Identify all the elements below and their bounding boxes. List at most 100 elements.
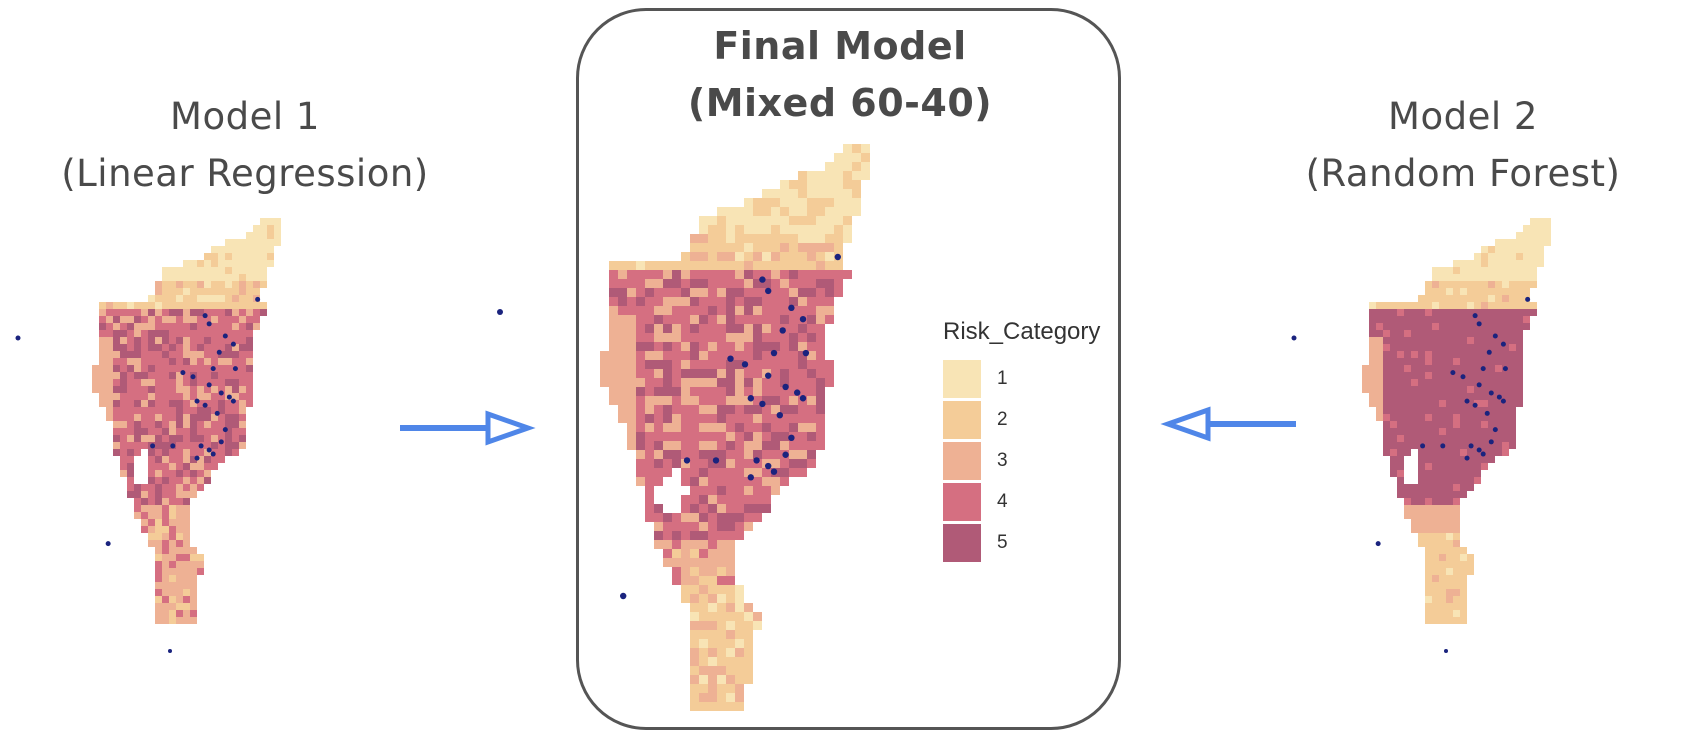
risk-cell bbox=[1495, 386, 1502, 393]
risk-cell bbox=[663, 414, 672, 423]
risk-cell bbox=[852, 207, 861, 216]
risk-cell bbox=[99, 393, 106, 400]
risk-cell bbox=[645, 288, 654, 297]
risk-cell bbox=[99, 330, 106, 337]
risk-cell bbox=[726, 549, 735, 558]
risk-cell bbox=[1460, 547, 1467, 554]
final-model-method: (Mixed 60-40) bbox=[687, 81, 993, 125]
risk-cell bbox=[726, 324, 735, 333]
risk-cell bbox=[753, 468, 762, 477]
risk-cell bbox=[183, 281, 190, 288]
risk-cell bbox=[672, 450, 681, 459]
risk-cell bbox=[148, 484, 155, 491]
risk-cell bbox=[708, 504, 717, 513]
risk-cell bbox=[690, 639, 699, 648]
risk-cell bbox=[780, 405, 789, 414]
incident-point bbox=[1492, 427, 1498, 433]
risk-cell bbox=[1488, 386, 1495, 393]
risk-cell bbox=[708, 270, 717, 279]
risk-cell bbox=[618, 270, 627, 279]
risk-cell bbox=[232, 442, 239, 449]
risk-cell bbox=[753, 243, 762, 252]
risk-cell bbox=[654, 405, 663, 414]
risk-cell bbox=[1446, 337, 1453, 344]
risk-cell bbox=[141, 344, 148, 351]
risk-cell bbox=[699, 585, 708, 594]
risk-cell bbox=[218, 246, 225, 253]
risk-cell bbox=[148, 477, 155, 484]
risk-cell bbox=[843, 198, 852, 207]
risk-cell bbox=[239, 330, 246, 337]
risk-cell bbox=[771, 207, 780, 216]
risk-cell bbox=[169, 505, 176, 512]
risk-cell bbox=[699, 486, 708, 495]
risk-cell bbox=[1439, 519, 1446, 526]
risk-cell bbox=[654, 423, 663, 432]
risk-cell bbox=[798, 243, 807, 252]
risk-cell bbox=[169, 470, 176, 477]
risk-cell bbox=[789, 333, 798, 342]
risk-cell bbox=[1467, 330, 1474, 337]
risk-cell bbox=[1362, 386, 1369, 393]
risk-cell bbox=[120, 442, 127, 449]
risk-cell bbox=[1509, 414, 1516, 421]
risk-cell bbox=[1369, 400, 1376, 407]
risk-cell bbox=[218, 260, 225, 267]
risk-cell bbox=[1481, 260, 1488, 267]
risk-cell bbox=[190, 407, 197, 414]
risk-cell bbox=[681, 333, 690, 342]
risk-cell bbox=[681, 306, 690, 315]
risk-cell bbox=[1432, 274, 1439, 281]
risk-cell bbox=[1446, 617, 1453, 624]
risk-cell bbox=[618, 360, 627, 369]
risk-cell bbox=[1530, 225, 1537, 232]
risk-cell bbox=[636, 450, 645, 459]
risk-cell bbox=[1495, 351, 1502, 358]
risk-cell bbox=[232, 400, 239, 407]
risk-cell bbox=[825, 243, 834, 252]
risk-cell bbox=[1446, 498, 1453, 505]
risk-cell bbox=[1516, 309, 1523, 316]
risk-cell bbox=[726, 657, 735, 666]
risk-cell bbox=[654, 477, 663, 486]
risk-cell bbox=[816, 405, 825, 414]
risk-cell bbox=[699, 477, 708, 486]
incident-point bbox=[202, 313, 208, 319]
risk-cell bbox=[717, 531, 726, 540]
risk-cell bbox=[92, 365, 99, 372]
risk-cell bbox=[708, 288, 717, 297]
risk-cell bbox=[1425, 456, 1432, 463]
risk-cell bbox=[211, 421, 218, 428]
risk-cell bbox=[762, 441, 771, 450]
risk-cell bbox=[1467, 337, 1474, 344]
risk-cell bbox=[225, 372, 232, 379]
risk-cell bbox=[663, 378, 672, 387]
risk-cell bbox=[218, 379, 225, 386]
risk-cell bbox=[681, 558, 690, 567]
risk-cell bbox=[1432, 477, 1439, 484]
risk-cell bbox=[1481, 358, 1488, 365]
risk-cell bbox=[239, 379, 246, 386]
risk-cell bbox=[1439, 330, 1446, 337]
risk-cell bbox=[1467, 365, 1474, 372]
risk-cell bbox=[134, 358, 141, 365]
risk-cell bbox=[197, 330, 204, 337]
risk-cell bbox=[1432, 456, 1439, 463]
risk-cell bbox=[183, 519, 190, 526]
risk-cell bbox=[753, 387, 762, 396]
risk-cell bbox=[1439, 596, 1446, 603]
risk-cell bbox=[636, 378, 645, 387]
risk-cell bbox=[726, 630, 735, 639]
risk-cell bbox=[141, 498, 148, 505]
risk-cell bbox=[113, 344, 120, 351]
risk-cell bbox=[1488, 309, 1495, 316]
risk-cell bbox=[155, 372, 162, 379]
risk-cell bbox=[1418, 435, 1425, 442]
outlier-point bbox=[168, 649, 172, 653]
risk-cell bbox=[753, 216, 762, 225]
risk-cell bbox=[1425, 309, 1432, 316]
risk-cell bbox=[232, 372, 239, 379]
risk-cell bbox=[246, 267, 253, 274]
risk-cell bbox=[798, 414, 807, 423]
risk-cell bbox=[1523, 274, 1530, 281]
